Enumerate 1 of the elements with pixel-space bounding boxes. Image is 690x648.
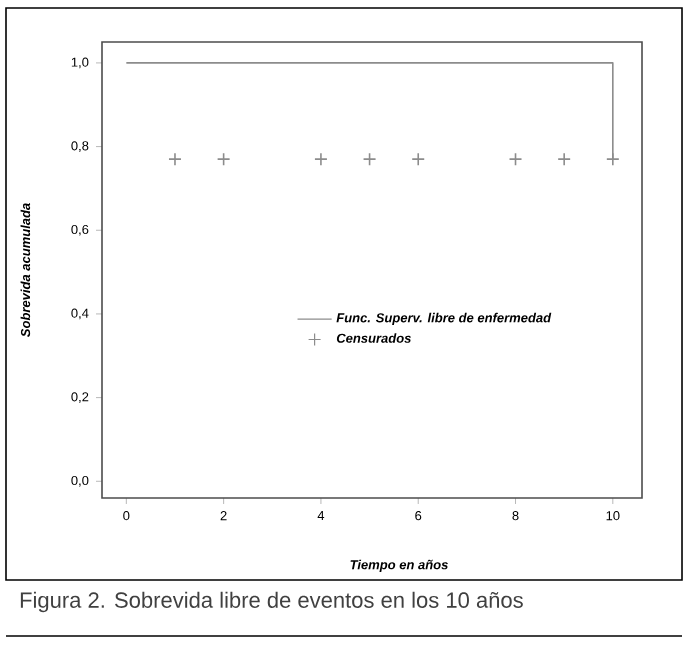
text: Figura 2. Sobrevida libre de eventos en los 10 años	[20, 591, 523, 613]
